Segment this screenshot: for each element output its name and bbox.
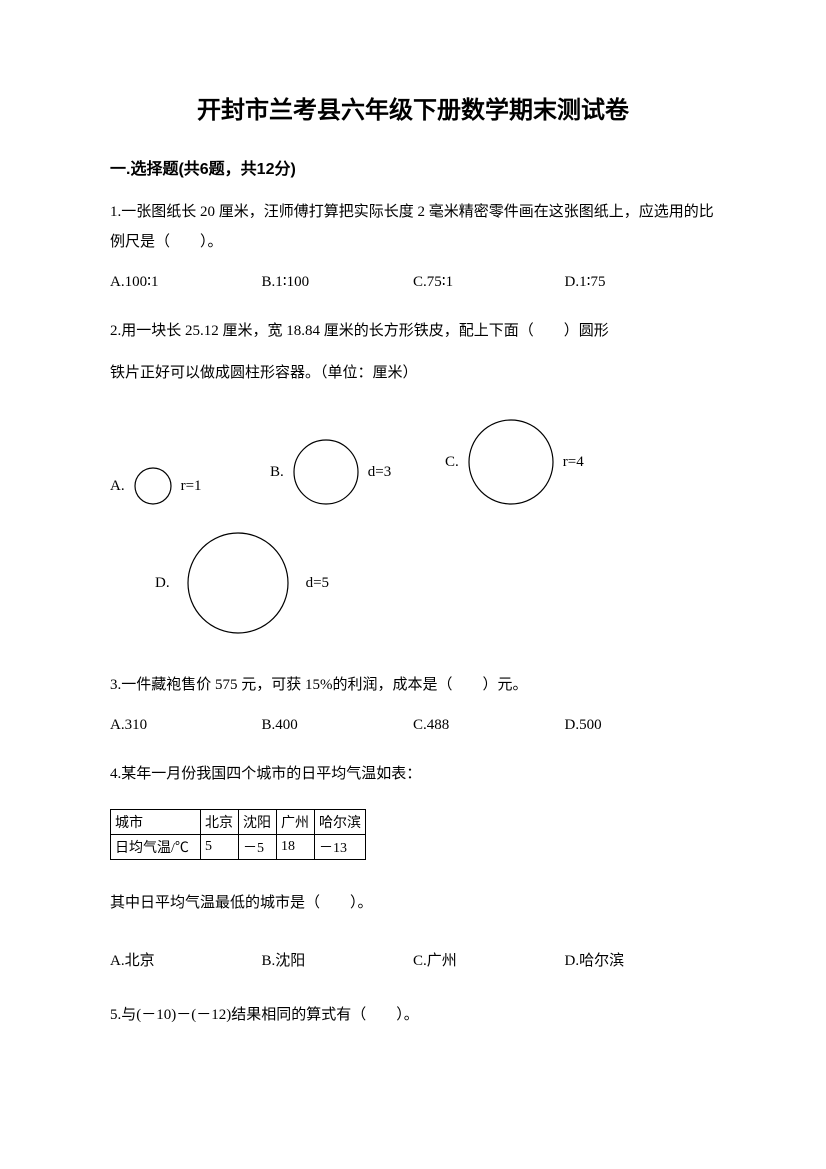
- q2-option-b: B. d=3: [270, 438, 435, 506]
- table-cell: 日均气温/℃: [111, 835, 201, 860]
- q1-option-b: B.1∶100: [262, 269, 414, 296]
- question-2-line2: 铁片正好可以做成圆柱形容器。（单位：厘米）: [110, 358, 716, 388]
- table-cell: 5: [201, 835, 239, 860]
- q3-option-a: A.310: [110, 712, 262, 739]
- question-3-text: 3.一件藏袍售价 575 元，可获 15%的利润，成本是（ ）元。: [110, 670, 716, 700]
- q1-option-a: A.100∶1: [110, 269, 262, 296]
- q4-option-b: B.沈阳: [262, 948, 414, 975]
- q3-option-b: B.400: [262, 712, 414, 739]
- q2-option-c: C. r=4: [445, 418, 584, 506]
- page-title: 开封市兰考县六年级下册数学期末测试卷: [110, 90, 716, 125]
- table-row: 城市 北京 沈阳 广州 哈尔滨: [111, 810, 366, 835]
- table-cell: 哈尔滨: [315, 810, 366, 835]
- q3-option-c: C.488: [413, 712, 565, 739]
- circle-b-icon: [292, 438, 360, 506]
- temperature-table: 城市 北京 沈阳 广州 哈尔滨 日均气温/℃ 5 －5 18 －13: [110, 809, 366, 860]
- question-1-options: A.100∶1 B.1∶100 C.75∶1 D.1∶75: [110, 269, 716, 296]
- question-1-text: 1.一张图纸长 20 厘米，汪师傅打算把实际长度 2 毫米精密零件画在这张图纸上…: [110, 197, 716, 257]
- question-2-line1: 2.用一块长 25.12 厘米，宽 18.84 厘米的长方形铁皮，配上下面（ ）…: [110, 316, 716, 346]
- circle-a-icon: [133, 466, 173, 506]
- q2-d-label: D.: [155, 575, 170, 592]
- circle-c-icon: [467, 418, 555, 506]
- table-cell: －5: [239, 835, 277, 860]
- q1-option-c: C.75∶1: [413, 269, 565, 296]
- q2-c-label: C.: [445, 454, 459, 471]
- q2-b-label: B.: [270, 464, 284, 481]
- question-4-options: A.北京 B.沈阳 C.广州 D.哈尔滨: [110, 948, 716, 975]
- table-cell: 沈阳: [239, 810, 277, 835]
- q2-d-value: d=5: [306, 575, 329, 592]
- q3-option-d: D.500: [565, 712, 717, 739]
- table-cell: 城市: [111, 810, 201, 835]
- q2-option-a: A. r=1: [110, 466, 260, 506]
- circle-d-icon: [186, 531, 290, 635]
- question-3-options: A.310 B.400 C.488 D.500: [110, 712, 716, 739]
- q2-c-value: r=4: [563, 454, 584, 471]
- section-header: 一.选择题(共6题，共12分): [110, 155, 716, 179]
- table-cell: 18: [277, 835, 315, 860]
- q2-a-value: r=1: [181, 478, 202, 495]
- question-4-text: 4.某年一月份我国四个城市的日平均气温如表：: [110, 759, 716, 789]
- table-cell: 广州: [277, 810, 315, 835]
- q2-a-label: A.: [110, 478, 125, 495]
- q2-option-d: D. d=5: [155, 531, 716, 635]
- q2-b-value: d=3: [368, 464, 391, 481]
- q1-option-d: D.1∶75: [565, 269, 717, 296]
- question-2-circle-row: A. r=1 B. d=3 C. r=4: [110, 418, 716, 506]
- q4-option-d: D.哈尔滨: [565, 948, 717, 975]
- table-cell: 北京: [201, 810, 239, 835]
- question-4-text2: 其中日平均气温最低的城市是（ ）。: [110, 888, 716, 918]
- table-cell: －13: [315, 835, 366, 860]
- question-5-text: 5.与(－10)－(－12)结果相同的算式有（ ）。: [110, 1000, 716, 1030]
- table-row: 日均气温/℃ 5 －5 18 －13: [111, 835, 366, 860]
- q4-option-c: C.广州: [413, 948, 565, 975]
- q4-option-a: A.北京: [110, 948, 262, 975]
